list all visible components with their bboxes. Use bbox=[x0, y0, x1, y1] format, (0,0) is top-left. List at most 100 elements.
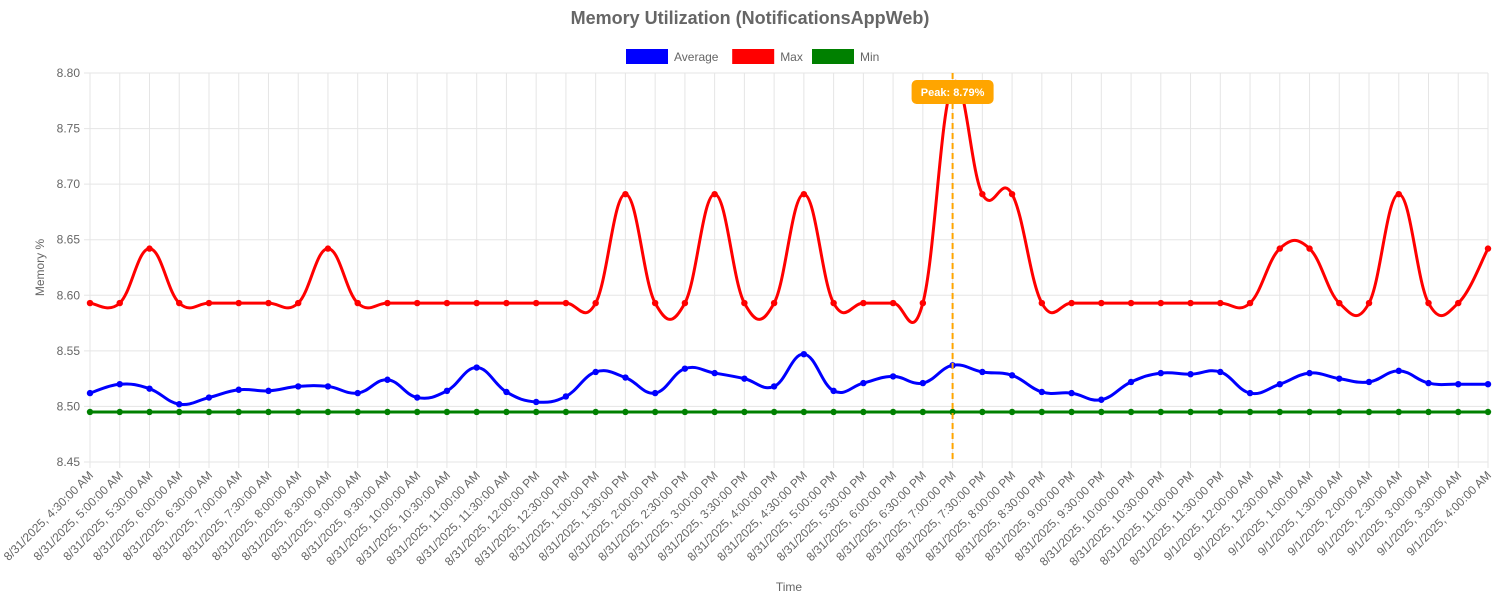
data-point-average bbox=[830, 387, 837, 395]
y-tick-label: 8.45 bbox=[57, 455, 81, 469]
data-point-min bbox=[503, 408, 510, 416]
data-point-average bbox=[1395, 367, 1402, 375]
grid-lines bbox=[84, 72, 1489, 468]
data-point-min bbox=[1187, 408, 1194, 416]
data-point-max bbox=[1484, 245, 1492, 252]
data-point-average bbox=[651, 389, 659, 397]
y-tick-label: 8.75 bbox=[57, 122, 81, 136]
data-point-min bbox=[562, 408, 570, 416]
data-point-max bbox=[146, 245, 153, 252]
data-point-max bbox=[1098, 299, 1105, 307]
data-point-average bbox=[860, 379, 867, 387]
data-point-average bbox=[1306, 369, 1313, 377]
data-point-average bbox=[1276, 381, 1283, 388]
data-point-min bbox=[1038, 408, 1046, 416]
data-point-min bbox=[1068, 408, 1075, 416]
data-point-min bbox=[681, 408, 689, 416]
data-point-max bbox=[1217, 299, 1224, 307]
series-average bbox=[86, 350, 1492, 408]
data-point-average bbox=[1365, 378, 1373, 386]
data-point-max bbox=[711, 190, 718, 198]
y-axis-title: Memory % bbox=[33, 239, 47, 297]
y-tick-label: 8.65 bbox=[57, 233, 81, 247]
data-point-max bbox=[295, 299, 302, 307]
data-point-max bbox=[473, 299, 480, 307]
data-point-min bbox=[1008, 408, 1016, 416]
data-point-max bbox=[1276, 245, 1283, 252]
data-point-average bbox=[1008, 372, 1016, 379]
data-point-min bbox=[1127, 408, 1135, 416]
data-point-min bbox=[443, 408, 451, 416]
data-point-min bbox=[146, 408, 153, 416]
data-point-max bbox=[503, 299, 510, 307]
data-point-min bbox=[473, 408, 480, 416]
data-point-min bbox=[1455, 408, 1462, 416]
data-point-average bbox=[1455, 381, 1462, 388]
data-point-average bbox=[235, 386, 242, 393]
data-point-min bbox=[741, 408, 748, 416]
data-point-min bbox=[295, 408, 302, 416]
data-point-max bbox=[741, 299, 748, 307]
series-max bbox=[86, 79, 1492, 324]
data-point-average bbox=[1038, 388, 1046, 396]
data-point-average bbox=[532, 398, 540, 406]
data-point-average bbox=[741, 375, 748, 382]
data-point-min bbox=[979, 408, 986, 416]
data-point-min bbox=[1365, 408, 1373, 416]
data-point-min bbox=[592, 408, 599, 416]
data-point-min bbox=[1276, 408, 1283, 416]
data-point-max bbox=[979, 190, 986, 198]
data-point-average bbox=[1068, 389, 1075, 397]
data-point-max bbox=[532, 299, 540, 307]
legend-swatch-max bbox=[732, 49, 775, 64]
data-point-max bbox=[860, 299, 867, 307]
data-point-average bbox=[1157, 369, 1165, 377]
data-point-min bbox=[384, 408, 391, 416]
data-point-max bbox=[592, 299, 599, 307]
data-point-average bbox=[354, 389, 361, 397]
data-point-min bbox=[830, 408, 837, 416]
data-point-average bbox=[1336, 375, 1343, 382]
data-point-max bbox=[830, 299, 837, 307]
data-point-average bbox=[86, 389, 94, 397]
data-point-average bbox=[265, 387, 272, 395]
data-point-average bbox=[681, 365, 689, 372]
data-point-min bbox=[711, 408, 718, 416]
data-point-max bbox=[1008, 190, 1016, 198]
data-point-average bbox=[146, 385, 153, 392]
data-point-max bbox=[86, 299, 94, 307]
data-point-average bbox=[889, 373, 897, 380]
data-point-average bbox=[1246, 389, 1254, 397]
data-point-average bbox=[384, 376, 391, 383]
data-point-min bbox=[1336, 408, 1343, 416]
data-point-average bbox=[800, 350, 808, 358]
peak-label: Peak: 8.79% bbox=[921, 87, 985, 99]
data-point-min bbox=[1425, 408, 1432, 416]
data-point-average bbox=[413, 394, 421, 401]
data-point-average bbox=[1098, 396, 1105, 403]
data-point-min bbox=[1217, 408, 1224, 416]
data-point-average bbox=[324, 383, 332, 390]
data-point-min bbox=[265, 408, 272, 416]
data-point-min bbox=[235, 408, 242, 416]
series-line-max bbox=[89, 79, 1490, 324]
data-point-average bbox=[116, 381, 123, 388]
data-point-min bbox=[532, 408, 540, 416]
data-point-min bbox=[1157, 408, 1165, 416]
data-point-max bbox=[1425, 299, 1432, 307]
data-point-min bbox=[1098, 408, 1105, 416]
data-point-max bbox=[413, 299, 421, 307]
data-point-min bbox=[354, 408, 361, 416]
data-point-min bbox=[889, 408, 897, 416]
data-point-max bbox=[443, 299, 451, 307]
data-point-min bbox=[949, 408, 956, 416]
data-point-max bbox=[265, 299, 272, 307]
data-point-max bbox=[1246, 299, 1254, 307]
data-point-min bbox=[324, 408, 332, 416]
data-point-average bbox=[770, 383, 778, 390]
data-point-max bbox=[1395, 190, 1402, 198]
data-point-min bbox=[860, 408, 867, 416]
legend-label-max: Max bbox=[780, 50, 803, 64]
data-point-max bbox=[1157, 299, 1165, 307]
